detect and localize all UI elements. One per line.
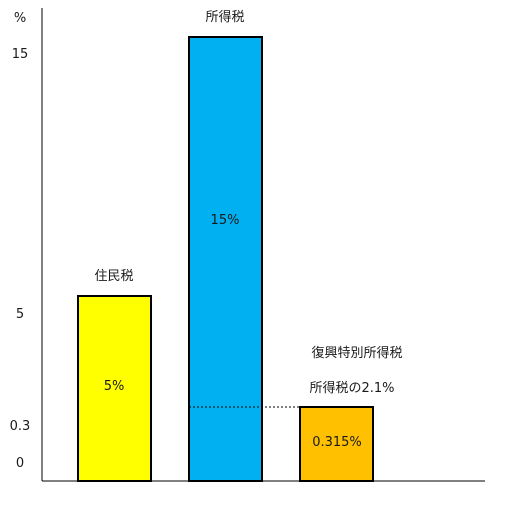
bar-juminzei bbox=[77, 295, 152, 482]
bar-value-label: 15% bbox=[211, 213, 240, 228]
y-tick-label: 5 bbox=[16, 307, 24, 322]
y-tick-label: 15 bbox=[12, 47, 29, 62]
bar-category-label: 復興特別所得税 bbox=[311, 345, 402, 361]
bar-category-label: 所得税 bbox=[205, 9, 244, 25]
bar-value-label: 0.315% bbox=[312, 435, 362, 450]
bar-fukko-tokubetsu-shotokuzei bbox=[299, 406, 374, 482]
bar-category-label: 住民税 bbox=[94, 269, 133, 284]
y-axis-unit-label: % bbox=[14, 11, 26, 26]
y-tick-label: 0.3 bbox=[10, 419, 31, 434]
bar-value-label: 5% bbox=[104, 379, 125, 394]
bar-shotokuzei bbox=[188, 36, 263, 482]
bar-sublabel: 所得税の2.1% bbox=[309, 380, 394, 396]
y-tick-label: 0 bbox=[16, 456, 24, 471]
